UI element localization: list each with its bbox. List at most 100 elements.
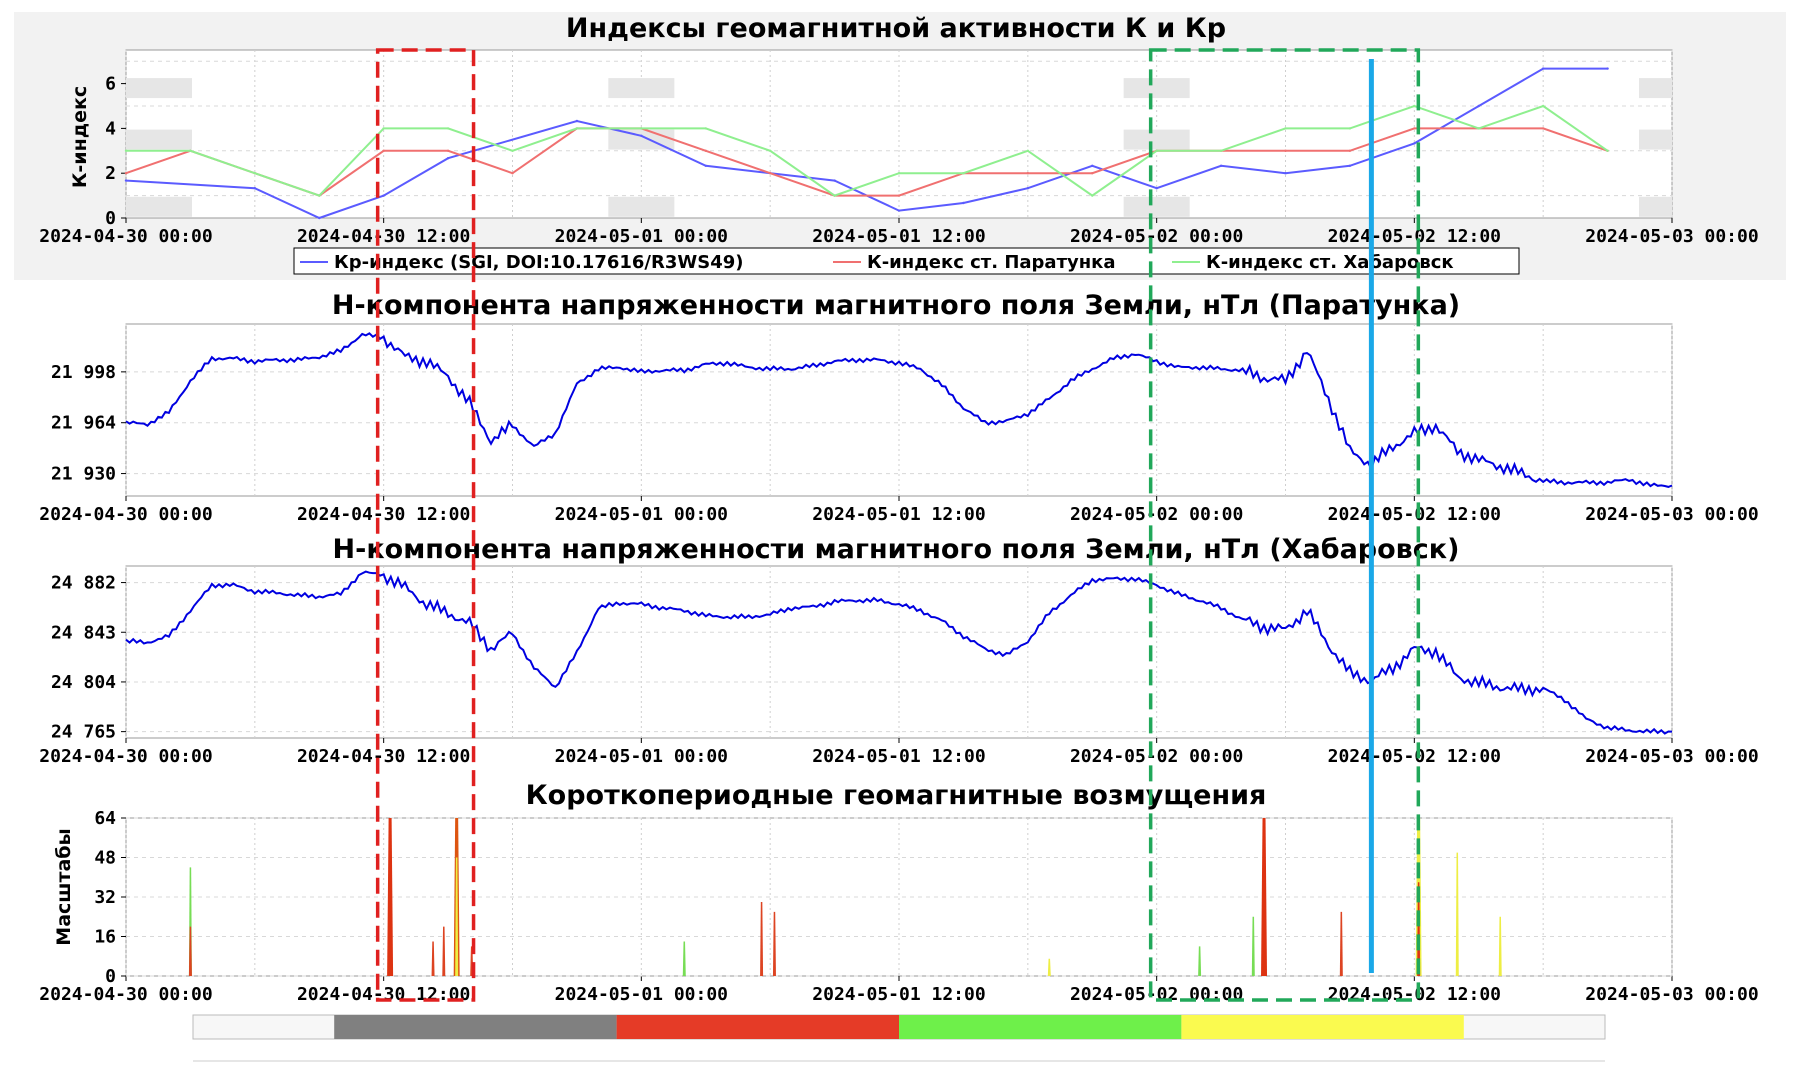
kindex-ylabel: К-индекс [69, 86, 91, 188]
disturbance-ytick-label: 32 [94, 887, 116, 908]
kindex-point [1026, 172, 1030, 175]
khabarovsk-xtick-label: 2024-05-03 00:00 [1585, 746, 1758, 767]
kindex-point [833, 194, 836, 197]
khabarovsk-xtick-label: 2024-05-01 00:00 [555, 746, 728, 767]
disturbance-event [1455, 852, 1459, 976]
kindex-point [575, 119, 579, 123]
kindex-point [1026, 149, 1030, 152]
paratunka-ytick-label: 21 930 [51, 464, 116, 485]
disturbance-event [431, 941, 435, 976]
kindex-point [897, 172, 901, 175]
disturbance-xtick-label: 2024-04-30 00:00 [39, 984, 212, 1005]
kindex-point [1541, 104, 1545, 108]
legend-label: К-индекс ст. Паратунка [867, 252, 1116, 273]
paratunka-xtick-label: 2024-04-30 12:00 [297, 504, 470, 525]
paratunka-title: H-компонента напряженности магнитного по… [332, 290, 1460, 321]
khabarovsk-xtick-label: 2024-05-02 00:00 [1070, 746, 1243, 767]
kindex-point [897, 194, 901, 197]
kindex-point [704, 127, 707, 130]
kindex-point [446, 149, 450, 152]
kindex-point [446, 156, 450, 160]
disturbance-ylabel: Масштабы [53, 828, 75, 945]
kindex-point [1348, 127, 1352, 130]
kindex-point [640, 134, 643, 137]
paratunka-xtick-label: 2024-05-01 00:00 [555, 504, 728, 525]
disturbance-event [455, 857, 459, 976]
kindex-ytick-label: 4 [105, 118, 116, 139]
khabarovsk-plot: 2024-04-30 00:00 2024-04-30 12:00 2024-05-… [39, 565, 1759, 767]
kindex-title: Индексы геомагнитной активности К и Кр [566, 13, 1226, 44]
kindex-point [511, 172, 514, 175]
disturbance-event [1198, 946, 1202, 976]
kindex-point [382, 194, 385, 197]
kindex-point [446, 127, 450, 130]
khabarovsk-ytick-label: 24 765 [51, 722, 116, 743]
kindex-shade [1123, 129, 1190, 150]
kindex-xtick-label: 2024-05-02 00:00 [1070, 226, 1243, 247]
kindex-point [1541, 127, 1545, 130]
paratunka-xtick-label: 2024-05-01 12:00 [812, 504, 985, 525]
color-bar-legend: Нет данныхСинхронные возмущенияПаратунка… [192, 1014, 1606, 1062]
kindex-point [1477, 127, 1480, 130]
highlight-overlay [375, 48, 1421, 1002]
kindex-ytick-label: 2 [105, 163, 116, 184]
disturbance-event [1417, 882, 1421, 976]
highlight-green [1148, 48, 1421, 1002]
kindex-xtick-label: 2024-05-03 00:00 [1585, 226, 1758, 247]
kindex-xtick-label: 2024-05-01 00:00 [555, 226, 728, 247]
kindex-point [704, 149, 707, 152]
kindex-point [1348, 164, 1352, 168]
kindex-shade [608, 78, 675, 99]
khabarovsk-title: H-компонента напряженности магнитного по… [333, 534, 1460, 565]
khabarovsk-xtick-label: 2024-04-30 00:00 [39, 746, 212, 767]
kindex-point [962, 172, 965, 175]
kindex-point [318, 216, 321, 220]
khabarovsk-xtick-label: 2024-04-30 12:00 [297, 746, 470, 767]
disturbance-event [772, 911, 776, 976]
disturbance-plot: 2024-04-30 00:00 2024-04-30 12:00 2024-05-… [39, 808, 1758, 1005]
kindex-point [318, 194, 321, 197]
paratunka-ytick-label: 21 998 [51, 362, 116, 383]
kindex-point [1219, 149, 1223, 152]
kindex-point [382, 149, 385, 152]
kindex-point [1026, 187, 1030, 190]
disturbance-xtick-label: 2024-05-03 00:00 [1585, 984, 1758, 1005]
khabarovsk-xtick-label: 2024-05-01 12:00 [812, 746, 985, 767]
kindex-point [124, 172, 128, 175]
kindex-series-line [126, 104, 1609, 197]
kindex-shade [126, 129, 192, 150]
kindex-point [1413, 104, 1416, 108]
kindex-shade [1639, 196, 1672, 217]
kindex-xtick-label: 2024-04-30 00:00 [39, 226, 212, 247]
kindex-point [1091, 164, 1094, 168]
kindex-point [704, 164, 707, 168]
legend-label: Кр-индекс (SGI, DOI:10.17616/R3WS49) [334, 252, 743, 273]
khabarovsk-ytick-label: 24 843 [51, 622, 116, 643]
legend-label: К-индекс ст. Хабаровск [1206, 252, 1454, 273]
disturbance-event [1339, 911, 1343, 976]
kindex-series-line [125, 127, 1608, 197]
kindex-ytick-label: 0 [105, 208, 116, 229]
paratunka-xtick-label: 2024-05-03 00:00 [1585, 504, 1758, 525]
kindex-point [124, 179, 128, 182]
kindex-shade [1639, 78, 1672, 99]
kindex-point [1477, 104, 1480, 108]
kindex-point [575, 127, 579, 130]
kindex-xtick-label: 2024-05-01 12:00 [812, 226, 985, 247]
color-bar-segment [616, 1015, 899, 1039]
disturbance-ytick-label: 16 [94, 927, 116, 948]
kindex-shade [1123, 78, 1190, 99]
kindex-point [833, 179, 836, 182]
kindex-point [1091, 172, 1094, 175]
disturbance-event [682, 941, 686, 976]
disturbance-xtick-label: 2024-05-01 00:00 [555, 984, 728, 1005]
kindex-point [1541, 67, 1545, 70]
disturbance-xtick-label: 2024-05-01 12:00 [812, 984, 985, 1005]
kindex-legend [293, 247, 1520, 275]
kindex-point [962, 201, 965, 205]
kindex-point [382, 127, 385, 130]
kindex-point [1219, 164, 1223, 168]
kindex-point [897, 209, 901, 212]
kindex-point [189, 149, 192, 152]
disturbance-event [760, 901, 764, 976]
